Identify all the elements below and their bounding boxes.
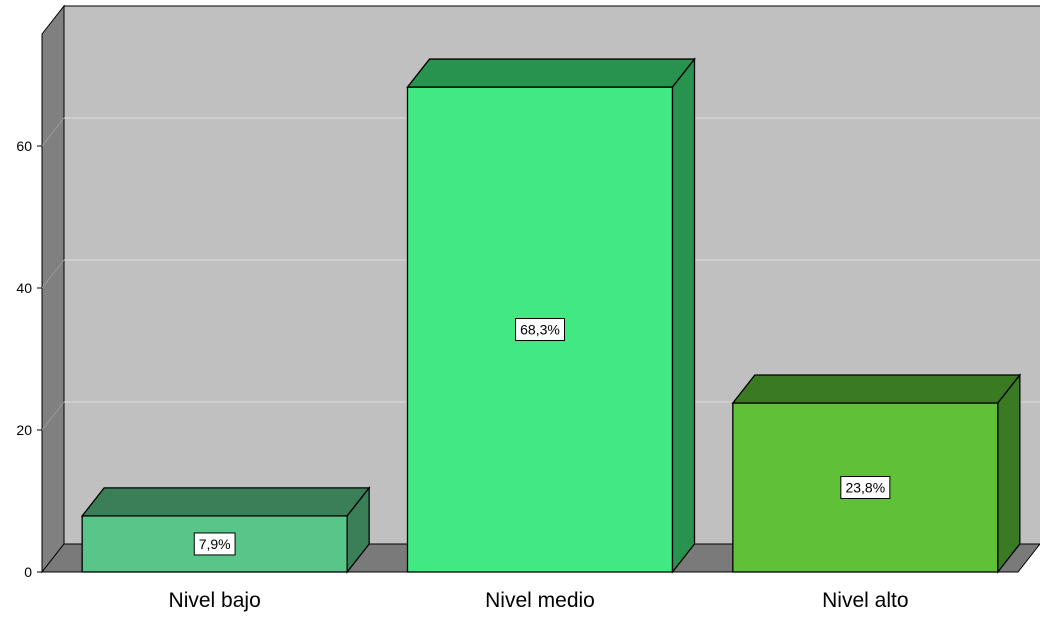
y-tick-label: 20 (16, 422, 32, 438)
bars: 7,9% 68,3% 23,8% (80, 57, 1022, 574)
data-label-box (515, 318, 565, 342)
bar-group: 68,3% (406, 57, 696, 574)
x-tick-label: Nivel medio (485, 589, 595, 612)
bar-group: 23,8% (731, 373, 1022, 574)
data-label-box (840, 476, 891, 500)
y-tick-label: 40 (16, 280, 32, 296)
data-label: 7,9% (199, 536, 231, 552)
left-wall (41, 4, 65, 574)
bar-top (80, 487, 371, 517)
bar-top (731, 374, 1022, 404)
x-axis: Nivel bajo Nivel medio Nivel alto (169, 589, 909, 612)
y-axis: 0 20 40 60 (16, 138, 42, 580)
x-tick-label: Nivel alto (822, 589, 908, 612)
data-label: 23,8% (845, 480, 885, 496)
data-label-box (193, 532, 236, 556)
bar-top (406, 58, 696, 88)
gridline-left (41, 117, 65, 147)
gridline-left (41, 259, 65, 289)
bar-side (671, 57, 696, 574)
bar-side (346, 486, 370, 574)
x-tick-label: Nivel bajo (169, 589, 261, 612)
y-tick-label: 60 (16, 138, 32, 154)
data-label: 68,3% (520, 322, 560, 338)
bar-group: 7,9% (80, 486, 371, 574)
gridline-left (41, 401, 65, 431)
bar-side (997, 373, 1021, 574)
y-tick-label: 0 (24, 564, 32, 580)
